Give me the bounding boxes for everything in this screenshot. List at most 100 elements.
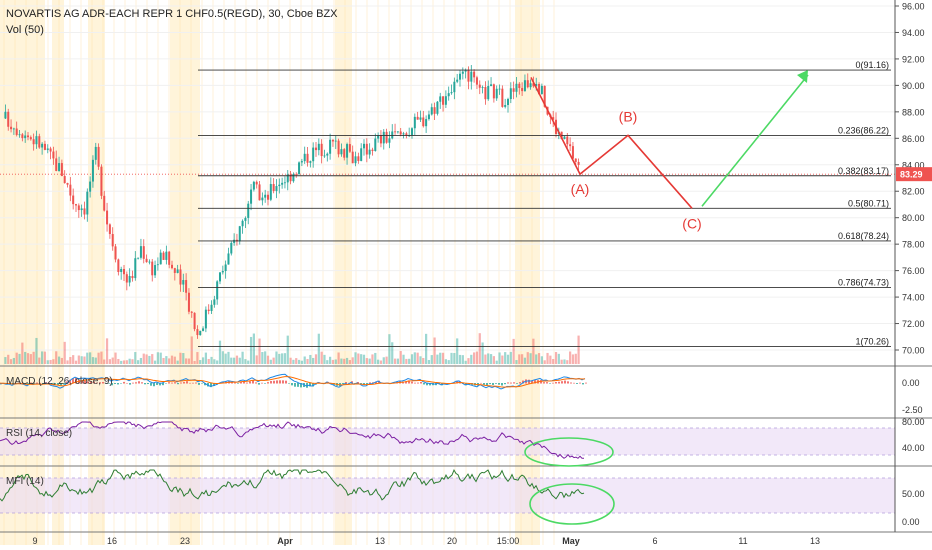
volume-bar [213, 359, 216, 364]
time-tick-label: 23 [180, 536, 190, 546]
volume-bar [41, 351, 44, 364]
candle-body [122, 268, 126, 275]
macd-histogram-bar [204, 383, 206, 386]
candle-body [362, 143, 366, 149]
candle-body [374, 138, 377, 151]
macd-histogram-bar [423, 383, 425, 385]
volume-bar [120, 360, 123, 364]
volume-bar [543, 360, 546, 364]
volume-bar [247, 360, 250, 364]
price-tick-label: 78.00 [902, 240, 925, 250]
volume-bar [9, 359, 13, 364]
candle-body [470, 71, 473, 82]
volume-bar [478, 333, 481, 364]
volume-bar [97, 352, 100, 364]
volume-bar [537, 353, 541, 364]
volume-bar [300, 360, 303, 364]
candle-body [388, 138, 391, 143]
candle-body [357, 156, 360, 161]
macd-histogram-bar [531, 380, 533, 384]
candle-body [255, 181, 258, 185]
candle-body [128, 276, 131, 283]
volume-bar [170, 355, 174, 364]
macd-histogram-bar [237, 383, 239, 384]
volume-bar [484, 354, 487, 364]
volume-bar [91, 357, 95, 364]
candle-body [574, 158, 577, 162]
macd-histogram-bar [285, 380, 287, 384]
fib-label: 1(70.26) [855, 337, 889, 347]
candle-body [250, 189, 253, 204]
volume-bar [535, 354, 538, 364]
volume-bar [233, 357, 236, 364]
candle-body [543, 85, 546, 107]
volume-bar [425, 333, 428, 364]
candle-body [416, 116, 419, 120]
macd-histogram-bar [144, 383, 146, 385]
volume-bar [444, 359, 447, 364]
candle-body [49, 148, 52, 152]
volume-bar [35, 337, 38, 364]
volume-bar [456, 338, 459, 364]
volume-bar [529, 353, 532, 364]
volume-bar [569, 351, 572, 364]
macd-histogram-bar [504, 383, 506, 385]
symbol-title: NOVARTIS AG ADR-EACH REPR 1 CHF0.5(REGD)… [6, 8, 338, 20]
candle-body [210, 304, 213, 311]
session-shade-1 [52, 0, 64, 545]
volume-bar [518, 354, 521, 364]
volume-bar [218, 340, 222, 364]
macd-histogram-bar [579, 382, 581, 384]
volume-bar [495, 360, 498, 364]
volume-bar [360, 354, 363, 364]
candle-body [154, 265, 157, 276]
macd-histogram-bar [165, 383, 167, 384]
candle-body [518, 83, 521, 89]
candle-body [187, 292, 190, 312]
price-tick-label: 76.00 [902, 266, 925, 276]
volume-bar [283, 353, 287, 364]
macd-histogram-bar [276, 380, 278, 384]
price-tick-label: 90.00 [902, 81, 925, 91]
volume-bar [162, 357, 165, 364]
macd-histogram-bar [522, 380, 524, 384]
volume-bar [224, 353, 227, 364]
candle-body [134, 258, 137, 279]
volume-bar [475, 351, 479, 364]
candle-body [506, 99, 510, 106]
macd-histogram-bar [507, 382, 509, 384]
macd-histogram-bar [534, 380, 536, 384]
macd-histogram-bar [543, 382, 545, 384]
candle-body [10, 126, 13, 130]
candle-body [29, 137, 32, 140]
candle-body [501, 88, 504, 107]
volume-bar [334, 359, 337, 364]
volume-bar [190, 336, 193, 364]
volume-bar [489, 354, 493, 364]
candle-body [241, 220, 244, 227]
candle-body [473, 71, 476, 78]
candle-body [94, 146, 97, 160]
price-axis: 96.00 94.00 92.00 90.00 88.00 86.00 84.00 82.00… [894, 0, 932, 532]
macd-histogram-bar [99, 382, 101, 384]
candle-body [405, 133, 408, 136]
macd-histogram-bar [480, 382, 482, 384]
macd-histogram-bar [153, 383, 155, 387]
candle-body [396, 131, 399, 133]
candle-body [314, 147, 318, 151]
volume-bar [571, 354, 575, 364]
time-tick-label: Apr [277, 536, 293, 546]
candle-body [18, 134, 21, 136]
candle-body [193, 312, 196, 330]
volume-bar [32, 351, 35, 364]
macd-histogram-bar [96, 382, 98, 384]
fib-retracement: 0(91.16) 0.236(86.22) 0.382(83.17) 0.5(80.7… [198, 60, 891, 348]
macd-histogram-bar [129, 383, 131, 385]
volume-bar [408, 358, 411, 364]
volume-bar [43, 351, 47, 364]
volume-bar [487, 353, 490, 364]
volume-bar [371, 354, 374, 364]
volume-bar [103, 359, 106, 364]
volume-bar [24, 351, 27, 364]
